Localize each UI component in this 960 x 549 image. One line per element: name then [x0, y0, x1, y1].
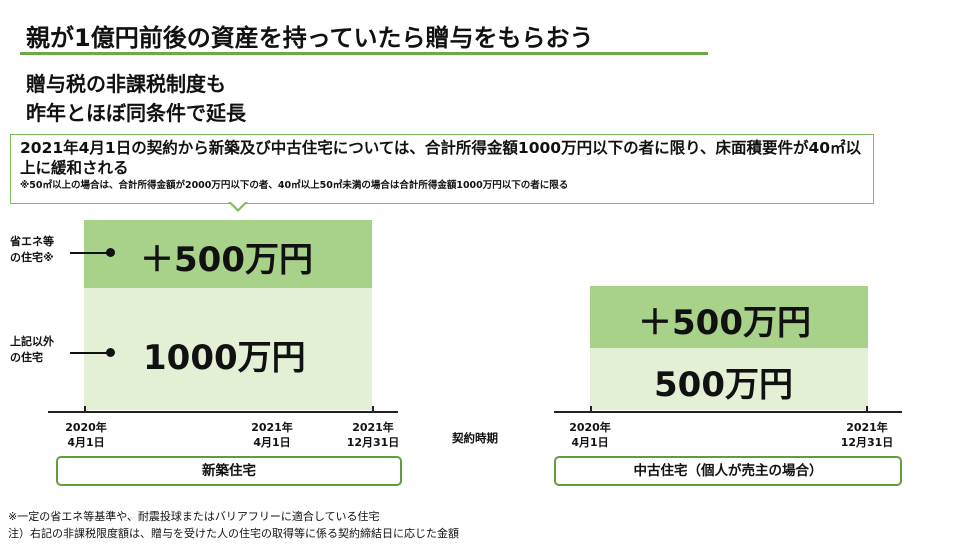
used-house-date-start: 2020年 4月1日	[566, 420, 614, 450]
connector-eco	[70, 252, 110, 254]
new-house-date-end: 2021年 12月31日	[342, 420, 404, 450]
callout-pointer-fill	[230, 201, 246, 209]
used-house-top-amount: ＋500万円	[638, 303, 811, 343]
used-house-date-end: 2021年 12月31日	[836, 420, 898, 450]
connector-other-dot	[106, 348, 115, 357]
new-house-date-end-day: 12月31日	[346, 436, 400, 449]
new-house-date-start: 2020年 4月1日	[62, 420, 110, 450]
new-house-axis	[48, 411, 398, 413]
new-house-category: 新築住宅	[56, 456, 402, 486]
new-house-date-start-year: 2020年	[65, 421, 107, 434]
page-title: 親が1億円前後の資産を持っていたら贈与をもらおう	[26, 24, 594, 52]
callout-note-text: ※50㎡以上の場合は、合計所得金額が2000万円以下の者、40㎡以上50㎡未満の…	[20, 180, 569, 191]
used-house-tick-start	[590, 406, 592, 413]
used-house-tick-end	[866, 406, 868, 413]
connector-eco-dot	[106, 248, 115, 257]
new-house-top-block	[84, 220, 372, 288]
new-house-date-mid-year: 2021年	[251, 421, 293, 434]
callout-main-text: 2021年4月1日の契約から新築及び中古住宅については、合計所得金額1000万円…	[20, 139, 862, 177]
new-house-top-amount: ＋500万円	[140, 240, 313, 280]
subheading-line-2: 昨年とほぼ同条件で延長	[26, 101, 246, 125]
subheading-line-1: 贈与税の非課税制度も	[26, 72, 226, 96]
axis-label-contract-period: 契約時期	[452, 431, 498, 445]
new-house-tick-end	[372, 406, 374, 413]
used-house-category: 中古住宅（個人が売主の場合）	[554, 456, 902, 486]
title-underline	[20, 52, 708, 55]
new-house-date-start-day: 4月1日	[67, 436, 105, 449]
label-other-line-2: の住宅	[10, 351, 43, 364]
used-house-date-start-year: 2020年	[569, 421, 611, 434]
new-house-date-end-year: 2021年	[352, 421, 394, 434]
label-other-house: 上記以外 の住宅	[10, 334, 54, 366]
label-other-line-1: 上記以外	[10, 335, 54, 348]
new-house-bottom-amount: 1000万円	[143, 338, 306, 378]
callout-box: 2021年4月1日の契約から新築及び中古住宅については、合計所得金額1000万円…	[10, 134, 874, 204]
label-eco-line-2: の住宅※	[10, 251, 54, 264]
subheading: 贈与税の非課税制度も 昨年とほぼ同条件で延長	[26, 70, 246, 128]
new-house-tick-start	[84, 406, 86, 413]
label-eco-line-1: 省エネ等	[10, 235, 54, 248]
used-house-top-block	[590, 286, 868, 348]
new-house-bottom-block	[84, 288, 372, 410]
used-house-bottom-amount: 500万円	[654, 365, 793, 405]
label-eco-house: 省エネ等 の住宅※	[10, 234, 54, 266]
new-house-date-mid-day: 4月1日	[253, 436, 291, 449]
used-house-date-end-day: 12月31日	[840, 436, 894, 449]
used-house-date-end-year: 2021年	[846, 421, 888, 434]
footnote-1: ※一定の省エネ等基準や、耐震投球またはバリアフリーに適合している住宅	[8, 510, 380, 523]
used-house-date-start-day: 4月1日	[571, 436, 609, 449]
connector-other	[70, 352, 110, 354]
footnote-2: 注）右記の非課税限度額は、贈与を受けた人の住宅の取得等に係る契約締結日に応じた金…	[8, 527, 459, 540]
used-house-bottom-block	[590, 348, 868, 410]
new-house-date-mid: 2021年 4月1日	[248, 420, 296, 450]
used-house-axis	[554, 411, 902, 413]
